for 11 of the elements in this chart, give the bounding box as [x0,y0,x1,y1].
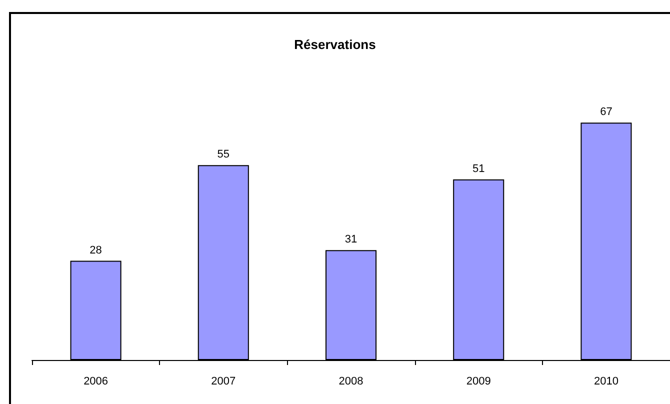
data-label: 31 [344,234,358,246]
x-tick-label: 2008 [338,376,364,388]
data-label: 28 [90,244,102,256]
x-tick-label: 2007 [211,376,236,388]
data-label: 55 [217,148,230,161]
x-tick-label: 2010 [594,376,618,388]
x-tick-label: 2006 [84,376,108,388]
x-tick-label: 2009 [466,376,491,388]
chart-title: Réservations [294,37,376,52]
data-label: 67 [600,106,612,118]
data-label: 51 [472,162,485,175]
